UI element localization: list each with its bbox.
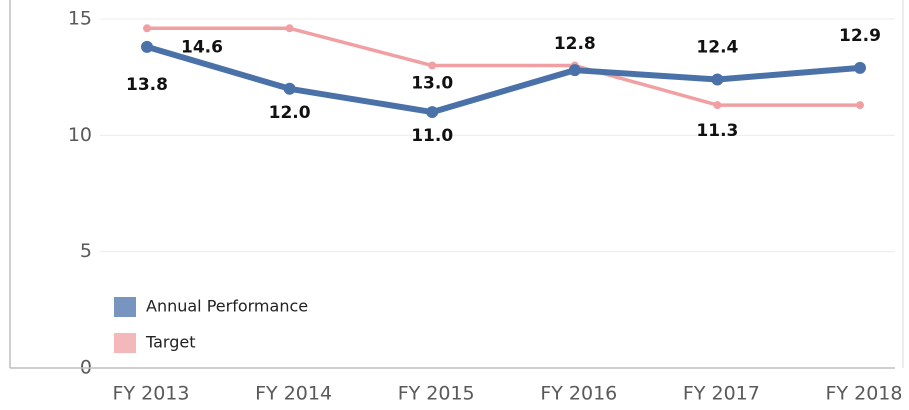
data-label: 11.3: [696, 121, 738, 141]
data-label: 12.9: [839, 26, 881, 46]
x-tick-label: FY 2014: [255, 383, 332, 405]
point: [283, 82, 296, 95]
data-label: 12.0: [269, 103, 311, 123]
y-tick-label: 15: [68, 8, 92, 30]
x-tick-label: FY 2018: [826, 383, 903, 405]
legend-swatch: [114, 297, 136, 317]
series-line: [146, 44, 861, 116]
y-tick-label: 10: [68, 124, 92, 146]
x-tick-label: FY 2017: [683, 383, 760, 405]
point: [143, 24, 151, 33]
data-label: 12.4: [696, 37, 738, 57]
x-tick-label: FY 2013: [113, 383, 190, 405]
legend-label: Target: [145, 333, 196, 352]
x-tick-label: FY 2015: [398, 383, 475, 405]
data-label: 11.0: [411, 126, 453, 146]
series-line: [147, 26, 860, 107]
data-label: 14.6: [181, 37, 223, 57]
point: [141, 40, 153, 53]
point: [285, 24, 294, 33]
point: [713, 101, 722, 110]
point: [856, 101, 864, 110]
x-tick-label: FY 2016: [540, 383, 617, 405]
point: [428, 61, 437, 70]
point: [568, 64, 581, 77]
y-tick-label: 5: [80, 240, 92, 262]
data-label: 13.8: [126, 75, 168, 95]
legend-label: Annual Performance: [146, 297, 308, 316]
data-label: 12.8: [554, 34, 596, 54]
data-label: 13.0: [411, 74, 453, 94]
point: [426, 106, 439, 119]
point: [711, 73, 724, 86]
point: [854, 61, 866, 74]
legend-swatch: [114, 333, 136, 353]
